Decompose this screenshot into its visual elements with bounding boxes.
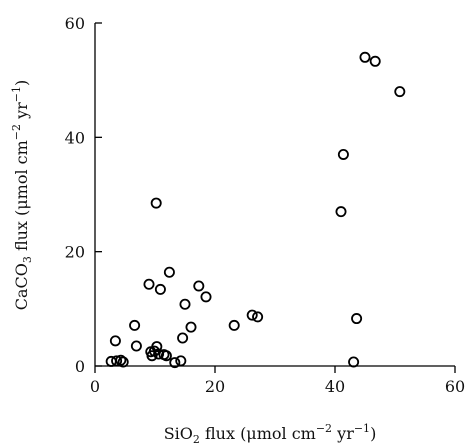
x-tick-label: 60: [445, 377, 465, 396]
data-point: [163, 266, 175, 278]
x-axis-title-base: SiO: [164, 424, 193, 443]
data-point: [193, 280, 205, 292]
data-point: [154, 283, 166, 295]
data-point: [109, 335, 121, 347]
data-point: [228, 319, 240, 331]
data-point: [179, 298, 191, 310]
y-axis-title-exponent-2: −1: [10, 86, 23, 102]
x-axis-title-unit-mid: yr: [332, 424, 354, 443]
y-tick-label: 60: [65, 14, 85, 33]
y-axis-title-exponent-1: −2: [10, 124, 23, 140]
data-point: [175, 355, 187, 367]
y-axis-title-base: CaCO: [12, 263, 31, 310]
data-point: [129, 319, 141, 331]
data-point: [200, 291, 212, 303]
data-point: [394, 86, 406, 98]
data-point: [117, 356, 129, 368]
data-point: [351, 313, 363, 325]
x-axis-title-subscript: 2: [193, 433, 200, 446]
data-point: [348, 356, 360, 368]
x-axis-title-unit-start: flux (μmol cm: [200, 424, 316, 443]
data-point: [169, 357, 181, 369]
data-point: [150, 197, 162, 209]
y-tick-label: 40: [65, 128, 85, 147]
y-tick-label: 0: [75, 357, 85, 376]
x-axis-title: SiO2 flux (μmol cm−2 yr−1): [164, 422, 377, 446]
data-point: [130, 340, 142, 352]
x-axis-title-unit-end: ): [370, 424, 376, 443]
data-point: [359, 51, 371, 63]
data-point: [335, 206, 347, 218]
data-point: [153, 348, 165, 360]
data-point: [177, 332, 189, 344]
y-axis-title-unit-mid: yr: [12, 102, 31, 124]
y-axis-title-unit-start: flux (μmol cm: [12, 140, 31, 256]
data-point: [111, 355, 123, 367]
ticks: 0 20 40 60 0 20 40 60: [65, 14, 466, 396]
y-axis-title-subscript: 3: [21, 256, 34, 263]
x-tick-label: 0: [90, 377, 100, 396]
x-axis-title-exponent-1: −2: [316, 422, 332, 435]
y-tick-label: 20: [65, 243, 85, 262]
data-point: [143, 278, 155, 290]
data-point: [185, 321, 197, 333]
data-points: [105, 51, 406, 369]
x-axis-title-exponent-2: −1: [354, 422, 370, 435]
data-point: [252, 311, 264, 323]
x-tick-label: 20: [205, 377, 225, 396]
data-point: [151, 341, 163, 353]
axes: [94, 23, 455, 367]
y-axis-title-unit-end: ): [12, 80, 31, 86]
data-point: [369, 55, 381, 67]
y-axis-title: CaCO3 flux (μmol cm−2 yr−1): [10, 80, 34, 311]
x-tick-label: 40: [325, 377, 345, 396]
data-point: [337, 148, 349, 160]
data-point: [115, 354, 127, 366]
data-point: [160, 350, 172, 362]
data-point: [246, 309, 258, 321]
